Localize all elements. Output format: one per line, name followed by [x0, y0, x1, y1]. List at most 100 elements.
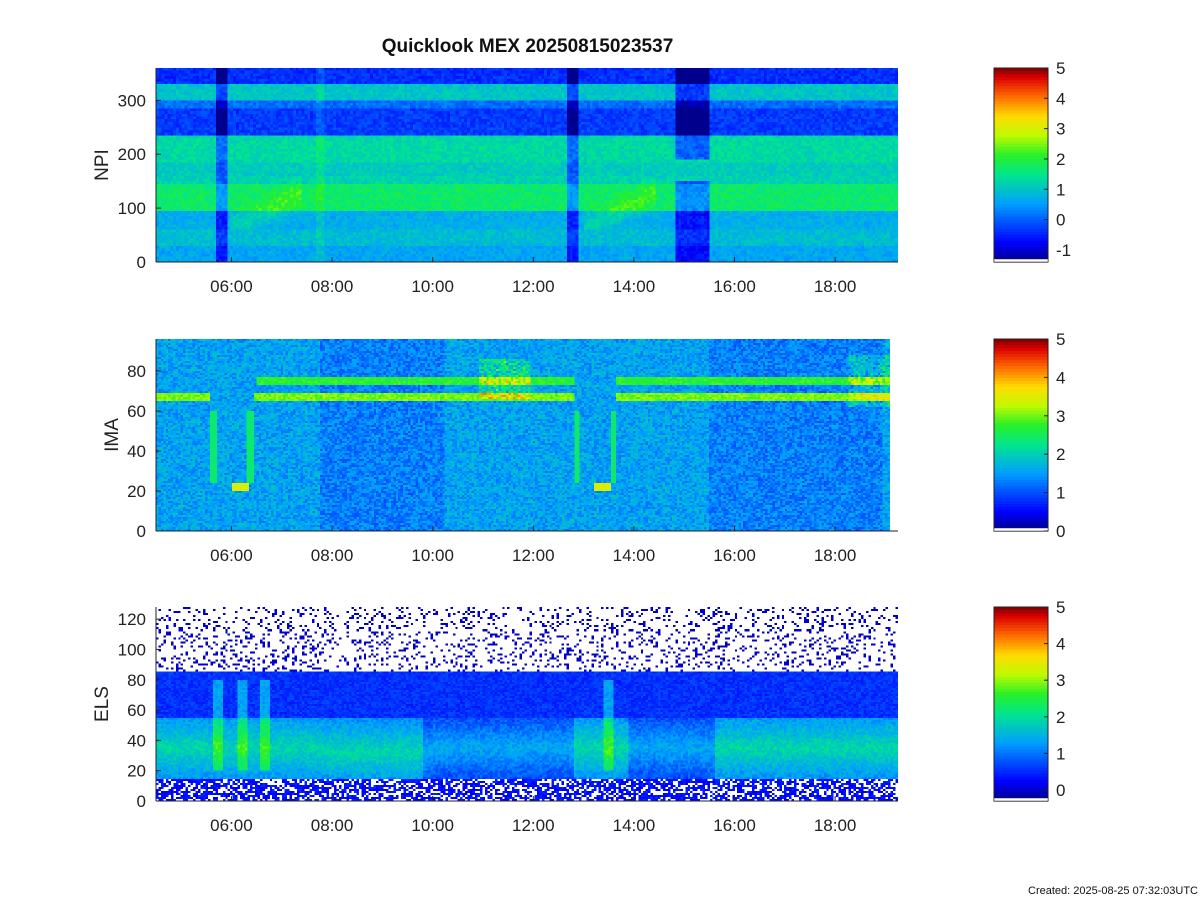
colorbar-swatch: [994, 74, 1048, 78]
colorbar-swatch: [994, 489, 1048, 493]
colorbar-swatch: [994, 225, 1048, 230]
colorbar-swatch: [994, 80, 1048, 84]
y-tick-label: 20: [127, 482, 146, 501]
colorbar-tick-label: 3: [1056, 120, 1065, 139]
colorbar-swatch: [994, 110, 1048, 115]
colorbar-swatch: [994, 128, 1048, 133]
y-tick-label: 0: [137, 522, 146, 541]
x-tick-label: 10:00: [411, 816, 454, 835]
colorbar-swatch: [994, 240, 1048, 245]
colorbar-swatch: [994, 673, 1048, 678]
colorbar-swatch: [994, 165, 1048, 169]
colorbar-swatch: [994, 360, 1048, 364]
colorbar-swatch: [994, 399, 1048, 403]
x-tick-label: 16:00: [713, 277, 756, 296]
colorbar-swatch: [994, 89, 1048, 93]
colorbar-swatch: [994, 116, 1048, 121]
y-tick-label: 100: [118, 199, 146, 218]
heatmap-ima: [156, 339, 890, 531]
panel-els: 06:00 08:00 10:00 12:00 14:00 16:00 18:0002040…: [92, 598, 1065, 835]
colorbar-tick-label: 4: [1056, 368, 1065, 387]
colorbar-swatch: [994, 134, 1048, 139]
colorbar-swatch: [994, 131, 1048, 136]
colorbar-swatch: [994, 655, 1048, 660]
colorbar-swatch: [994, 755, 1048, 760]
y-tick-label: 0: [137, 253, 146, 272]
colorbar-npi: -1 0 1 2 3 4 5: [993, 59, 1071, 263]
colorbar-underflow: [993, 797, 1049, 802]
colorbar-swatch: [994, 501, 1048, 505]
colorbar-swatch: [994, 667, 1048, 672]
x-tick-label: 10:00: [411, 546, 454, 565]
colorbar-swatch: [994, 384, 1048, 388]
colorbar-swatch: [994, 149, 1048, 154]
colorbar-swatch: [994, 351, 1048, 355]
colorbar-tick-label: 0: [1056, 522, 1065, 541]
colorbar-swatch: [994, 71, 1048, 75]
colorbar-swatch: [994, 607, 1048, 611]
y-tick-label: 40: [127, 731, 146, 750]
x-tick-label: 06:00: [210, 546, 253, 565]
colorbar-swatch: [994, 486, 1048, 490]
colorbar-swatch: [994, 752, 1048, 757]
colorbar-swatch: [994, 731, 1048, 735]
colorbar-swatch: [994, 140, 1048, 145]
colorbar-swatch: [994, 471, 1048, 475]
colorbar-tick-label: 1: [1056, 744, 1065, 763]
y-tick-label: 60: [127, 402, 146, 421]
colorbar-swatch: [994, 168, 1048, 172]
y-axis-label: NPI: [92, 149, 113, 181]
colorbar-swatch: [994, 462, 1048, 466]
colorbar-swatch: [994, 728, 1048, 732]
colorbar-swatch: [994, 634, 1048, 638]
colorbar-swatch: [994, 228, 1048, 233]
colorbar-swatch: [994, 743, 1048, 748]
colorbar-els: 0 1 2 3 4 5: [993, 598, 1065, 802]
colorbar-swatch: [994, 459, 1048, 463]
colorbar-swatch: [994, 219, 1048, 224]
colorbar-swatch: [994, 231, 1048, 236]
x-tick-label: 06:00: [210, 816, 253, 835]
colorbar-swatch: [994, 186, 1048, 190]
colorbar-swatch: [994, 432, 1048, 436]
colorbar-swatch: [994, 390, 1048, 394]
x-tick-label: 12:00: [512, 546, 555, 565]
colorbar-swatch: [994, 619, 1048, 623]
x-tick-label: 10:00: [411, 277, 454, 296]
colorbar-swatch: [994, 255, 1048, 260]
colorbar-swatch: [994, 746, 1048, 751]
colorbar-swatch: [994, 372, 1048, 376]
colorbar-swatch: [994, 104, 1048, 109]
y-tick-label: 60: [127, 701, 146, 720]
colorbar-swatch: [994, 444, 1048, 448]
colorbar-swatch: [994, 483, 1048, 487]
colorbar-swatch: [994, 682, 1048, 687]
colorbar-tick-label: 2: [1056, 708, 1065, 727]
colorbar-swatch: [994, 710, 1048, 714]
colorbar-swatch: [994, 722, 1048, 726]
colorbar-swatch: [994, 513, 1048, 517]
y-tick-label: 300: [118, 91, 146, 110]
colorbar-swatch: [994, 213, 1048, 218]
colorbar-swatch: [994, 354, 1048, 358]
colorbar-swatch: [994, 725, 1048, 729]
colorbar-tick-label: 2: [1056, 445, 1065, 464]
colorbar-swatch: [994, 794, 1048, 799]
colorbar-swatch: [994, 713, 1048, 717]
colorbar-swatch: [994, 758, 1048, 763]
colorbar-swatch: [994, 707, 1048, 711]
x-tick-label: 12:00: [512, 816, 555, 835]
colorbar-swatch: [994, 207, 1048, 212]
panel-ima: 06:00 08:00 10:00 12:00 14:00 16:00 18:0002040…: [102, 330, 1065, 565]
colorbar-swatch: [994, 246, 1048, 251]
colorbar-swatch: [994, 189, 1048, 193]
colorbar-swatch: [994, 158, 1048, 163]
colorbar-swatch: [994, 779, 1048, 784]
colorbar-swatch: [994, 243, 1048, 248]
colorbar-swatch: [994, 791, 1048, 796]
colorbar-tick-label: 2: [1056, 150, 1065, 169]
colorbar-swatch: [994, 785, 1048, 790]
x-tick-label: 16:00: [713, 816, 756, 835]
heatmap-npi: [156, 68, 898, 262]
colorbar-swatch: [994, 122, 1048, 127]
